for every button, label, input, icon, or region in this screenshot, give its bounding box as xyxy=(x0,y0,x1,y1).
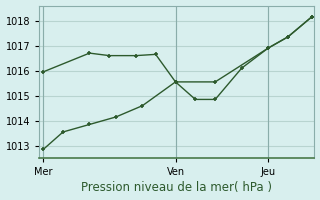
X-axis label: Pression niveau de la mer( hPa ): Pression niveau de la mer( hPa ) xyxy=(81,181,272,194)
